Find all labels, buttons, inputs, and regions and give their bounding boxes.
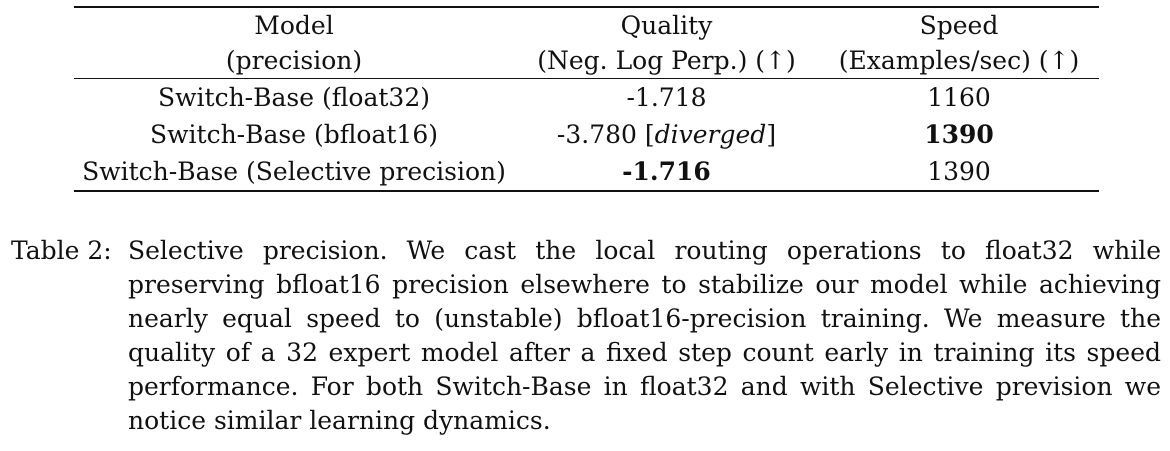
- cell-model: Switch-Base (bfloat16): [150, 119, 438, 149]
- header-row-1: Model Quality Speed: [74, 7, 1099, 43]
- results-table: Model Quality Speed (precision) (Neg. Lo…: [74, 6, 1099, 192]
- cell-quality: -3.780 [diverged]: [556, 119, 777, 149]
- header-model: Model: [254, 11, 334, 40]
- cell-speed: 1160: [927, 82, 991, 112]
- cell-speed-best: 1390: [924, 119, 994, 149]
- cell-quality: -1.718: [626, 82, 707, 112]
- results-table-container: Model Quality Speed (precision) (Neg. Lo…: [74, 6, 1099, 192]
- header-quality-sub: (Neg. Log Perp.) (↑): [537, 46, 796, 75]
- table-row: Switch-Base (Selective precision) -1.716…: [74, 153, 1099, 191]
- header-quality: Quality: [620, 11, 713, 40]
- quality-value: -3.780: [556, 119, 637, 149]
- header-model-sub: (precision): [225, 46, 363, 75]
- cell-quality-best: -1.716: [622, 156, 711, 186]
- quality-note: diverged: [654, 119, 767, 149]
- cell-model: Switch-Base (float32): [158, 82, 430, 112]
- cell-speed: 1390: [927, 156, 991, 186]
- header-row-2: (precision) (Neg. Log Perp.) (↑) (Exampl…: [74, 43, 1099, 79]
- header-speed: Speed: [919, 11, 999, 40]
- caption-label: Table 2:: [11, 236, 112, 265]
- table-row: Switch-Base (float32) -1.718 1160: [74, 78, 1099, 117]
- caption-text: Selective precision. We cast the local r…: [128, 236, 1161, 435]
- cell-model: Switch-Base (Selective precision): [82, 156, 506, 186]
- header-speed-sub: (Examples/sec) (↑): [838, 46, 1080, 75]
- table-row: Switch-Base (bfloat16) -3.780 [diverged]…: [74, 116, 1099, 153]
- table-caption: Table 2: Selective precision. We cast th…: [11, 234, 1161, 438]
